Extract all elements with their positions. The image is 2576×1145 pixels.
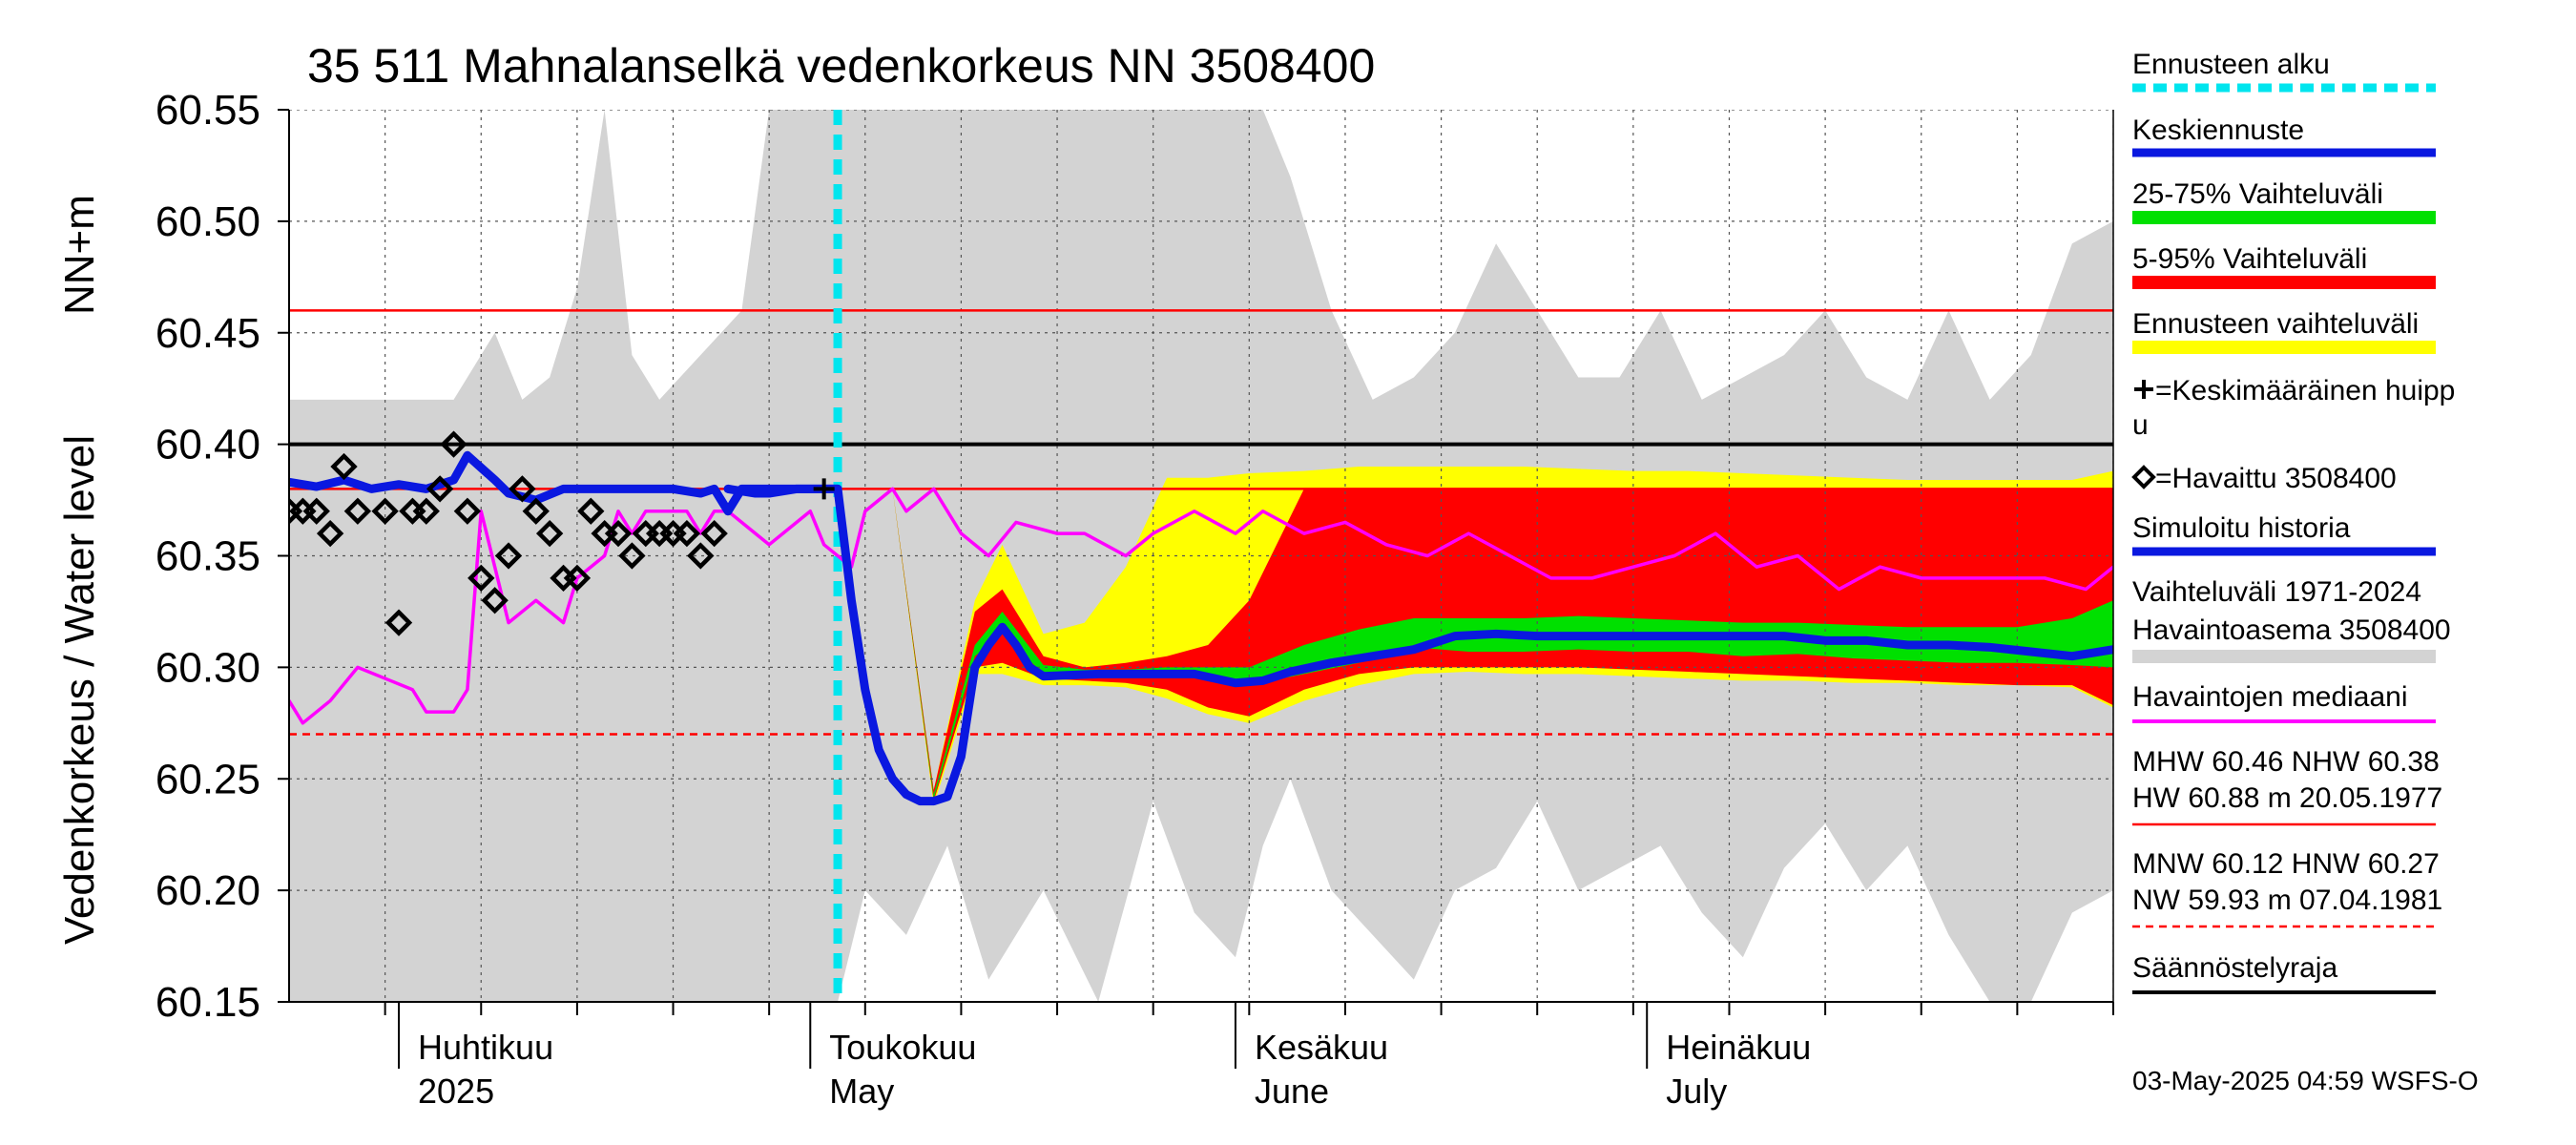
observed-point bbox=[522, 497, 550, 525]
observed-point bbox=[618, 542, 646, 570]
observed-point bbox=[604, 519, 633, 548]
observed-point bbox=[330, 452, 358, 481]
legend-label: =Havaittu 3508400 bbox=[2155, 463, 2397, 494]
month-sublabel: May bbox=[829, 1072, 894, 1111]
y-tick-label: 60.35 bbox=[156, 533, 260, 580]
month-label: Toukokuu bbox=[829, 1028, 976, 1067]
y-axis-label: Vedenkorkeus / Water level bbox=[56, 435, 103, 945]
month-sublabel: July bbox=[1666, 1072, 1727, 1111]
observed-point bbox=[509, 475, 536, 503]
y-tick-label: 60.50 bbox=[156, 198, 260, 245]
legend-label: Havaintoasema 3508400 bbox=[2132, 614, 2451, 646]
legend-label: Simuloitu historia bbox=[2132, 512, 2351, 544]
p25-75-band bbox=[838, 489, 2113, 800]
observed-point bbox=[453, 497, 482, 525]
legend-label: u bbox=[2132, 409, 2149, 441]
observed-point bbox=[563, 564, 592, 593]
legend-label: =Keskimääräinen huipp bbox=[2155, 375, 2455, 406]
legend-label: 5-95% Vaihteluväli bbox=[2132, 243, 2367, 275]
month-label: Kesäkuu bbox=[1255, 1028, 1388, 1067]
month-sublabel: June bbox=[1255, 1072, 1329, 1111]
y-tick-label: 60.25 bbox=[156, 756, 260, 802]
y-tick-label: 60.55 bbox=[156, 87, 260, 134]
y-tick-label: 60.15 bbox=[156, 979, 260, 1026]
y-tick-label: 60.30 bbox=[156, 644, 260, 691]
median-forecast-line bbox=[723, 484, 2113, 806]
observed-point bbox=[316, 519, 344, 548]
observed-median-line bbox=[289, 487, 2113, 725]
observed-point bbox=[343, 497, 372, 525]
legend-label: Säännöstelyraja bbox=[2132, 952, 2337, 984]
mean-peak-marker bbox=[813, 478, 835, 500]
observed-point bbox=[384, 609, 413, 636]
observed-point bbox=[700, 519, 728, 548]
y-axis-unit-label: NN+m bbox=[56, 195, 103, 315]
y-tick-label: 60.20 bbox=[156, 867, 260, 914]
observed-point bbox=[302, 497, 330, 525]
observed-point bbox=[481, 587, 509, 614]
legend-stats-label: MNW 60.12 HNW 60.27 bbox=[2132, 848, 2440, 880]
legend-label: Keskiennuste bbox=[2132, 114, 2304, 146]
month-sublabel: 2025 bbox=[418, 1072, 494, 1111]
legend-label: Vaihteluväli 1971-2024 bbox=[2132, 576, 2421, 608]
legend-stats-label: MHW 60.46 NHW 60.38 bbox=[2132, 746, 2440, 778]
legend-label: Ennusteen alku bbox=[2132, 49, 2330, 80]
observed-point bbox=[440, 430, 467, 458]
observed-point bbox=[494, 542, 523, 570]
legend-diamond-icon bbox=[2131, 465, 2156, 489]
observed-point bbox=[687, 542, 715, 570]
observed-point bbox=[371, 497, 399, 525]
legend-label: Havaintojen mediaani bbox=[2132, 681, 2408, 713]
legend-label: 25-75% Vaihteluväli bbox=[2132, 178, 2383, 210]
simulated-history-line bbox=[289, 450, 842, 516]
legend: Ennusteen alku Keskiennuste 25-75% Vaihtel… bbox=[2131, 49, 2455, 994]
plot-lines bbox=[289, 110, 2113, 1002]
legend-stats-label: HW 60.88 m 20.05.1977 bbox=[2132, 782, 2442, 814]
legend-cross-icon bbox=[2134, 380, 2153, 399]
y-tick-label: 60.40 bbox=[156, 422, 260, 468]
month-label: Huhtikuu bbox=[418, 1028, 553, 1067]
month-label: Heinäkuu bbox=[1666, 1028, 1811, 1067]
legend-stats-label: NW 59.93 m 07.04.1981 bbox=[2132, 885, 2442, 916]
timestamp-label: 03-May-2025 04:59 WSFS-O bbox=[2132, 1066, 2479, 1095]
plot-axes: 60.15 60.20 60.25 60.30 60.35 60.40 60.45 60.50… bbox=[156, 87, 2114, 1111]
observed-point bbox=[535, 519, 564, 548]
observed-point bbox=[673, 519, 701, 548]
observed-point bbox=[577, 497, 605, 525]
y-tick-label: 60.45 bbox=[156, 310, 260, 357]
observed-point bbox=[467, 564, 495, 593]
observed-point bbox=[426, 475, 454, 503]
legend-label: Ennusteen vaihteluväli bbox=[2132, 308, 2419, 340]
observed-point bbox=[412, 497, 440, 525]
chart-title: 35 511 Mahnalanselkä vedenkorkeus NN 350… bbox=[307, 39, 1375, 93]
